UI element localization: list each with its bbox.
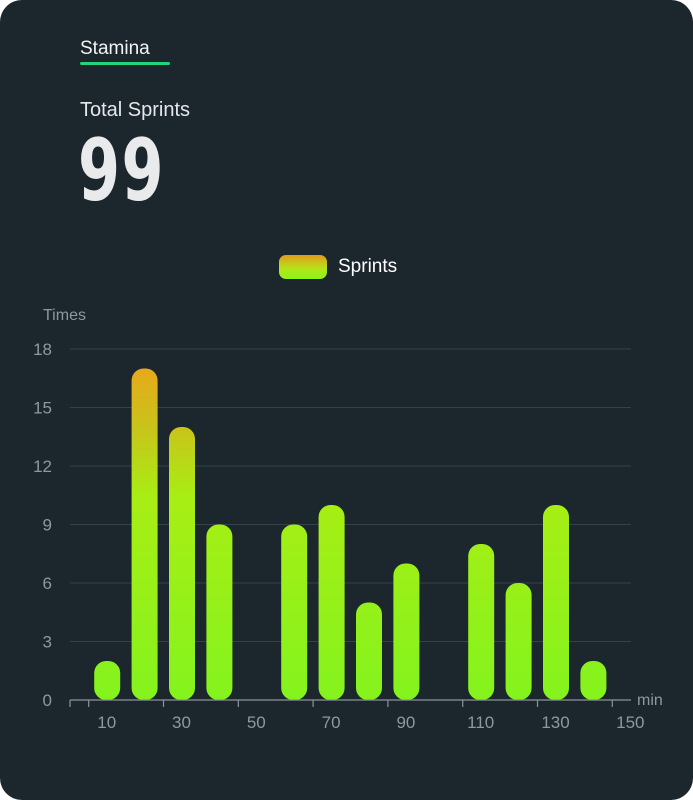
- bar-10min: [94, 661, 121, 700]
- bar-30min: [169, 427, 195, 700]
- x-tick-label: 150: [616, 713, 644, 732]
- bar-80min: [356, 602, 382, 700]
- x-tick-label: 90: [396, 713, 415, 732]
- y-tick-label: 9: [43, 516, 52, 535]
- x-axis-label: min: [637, 692, 663, 709]
- bar-70min: [318, 505, 345, 700]
- bar-90min: [393, 563, 420, 700]
- y-tick-label: 18: [33, 340, 52, 359]
- total-sprints-value: 99: [78, 121, 166, 221]
- bar-20min: [131, 368, 158, 700]
- x-tick-label: 110: [467, 713, 494, 732]
- y-tick-label: 6: [43, 574, 52, 593]
- bar-120min: [505, 583, 532, 700]
- x-tick-label: 50: [247, 713, 266, 732]
- y-axis-label: Times: [43, 307, 86, 324]
- bar-60min: [281, 524, 308, 700]
- tab-stamina[interactable]: Stamina: [80, 38, 150, 59]
- x-tick-label: 70: [322, 713, 341, 732]
- y-tick-label: 15: [33, 399, 52, 418]
- legend-label-sprints: Sprints: [338, 256, 398, 277]
- chart-legend[interactable]: Sprints: [279, 254, 397, 280]
- bar-140min: [580, 661, 607, 700]
- total-sprints-label: Total Sprints: [80, 99, 191, 121]
- x-tick-label: 30: [172, 713, 191, 732]
- bar-40min: [206, 524, 233, 700]
- bar-110min: [468, 544, 495, 700]
- y-tick-label: 3: [43, 633, 52, 652]
- active-tab-indicator: [80, 62, 170, 65]
- y-tick-label: 0: [43, 691, 52, 710]
- legend-swatch-sprints: [279, 255, 327, 279]
- x-tick-label: 10: [97, 713, 116, 732]
- bar-130min: [543, 505, 569, 700]
- y-tick-label: 12: [33, 457, 52, 476]
- x-tick-label: 130: [541, 713, 569, 732]
